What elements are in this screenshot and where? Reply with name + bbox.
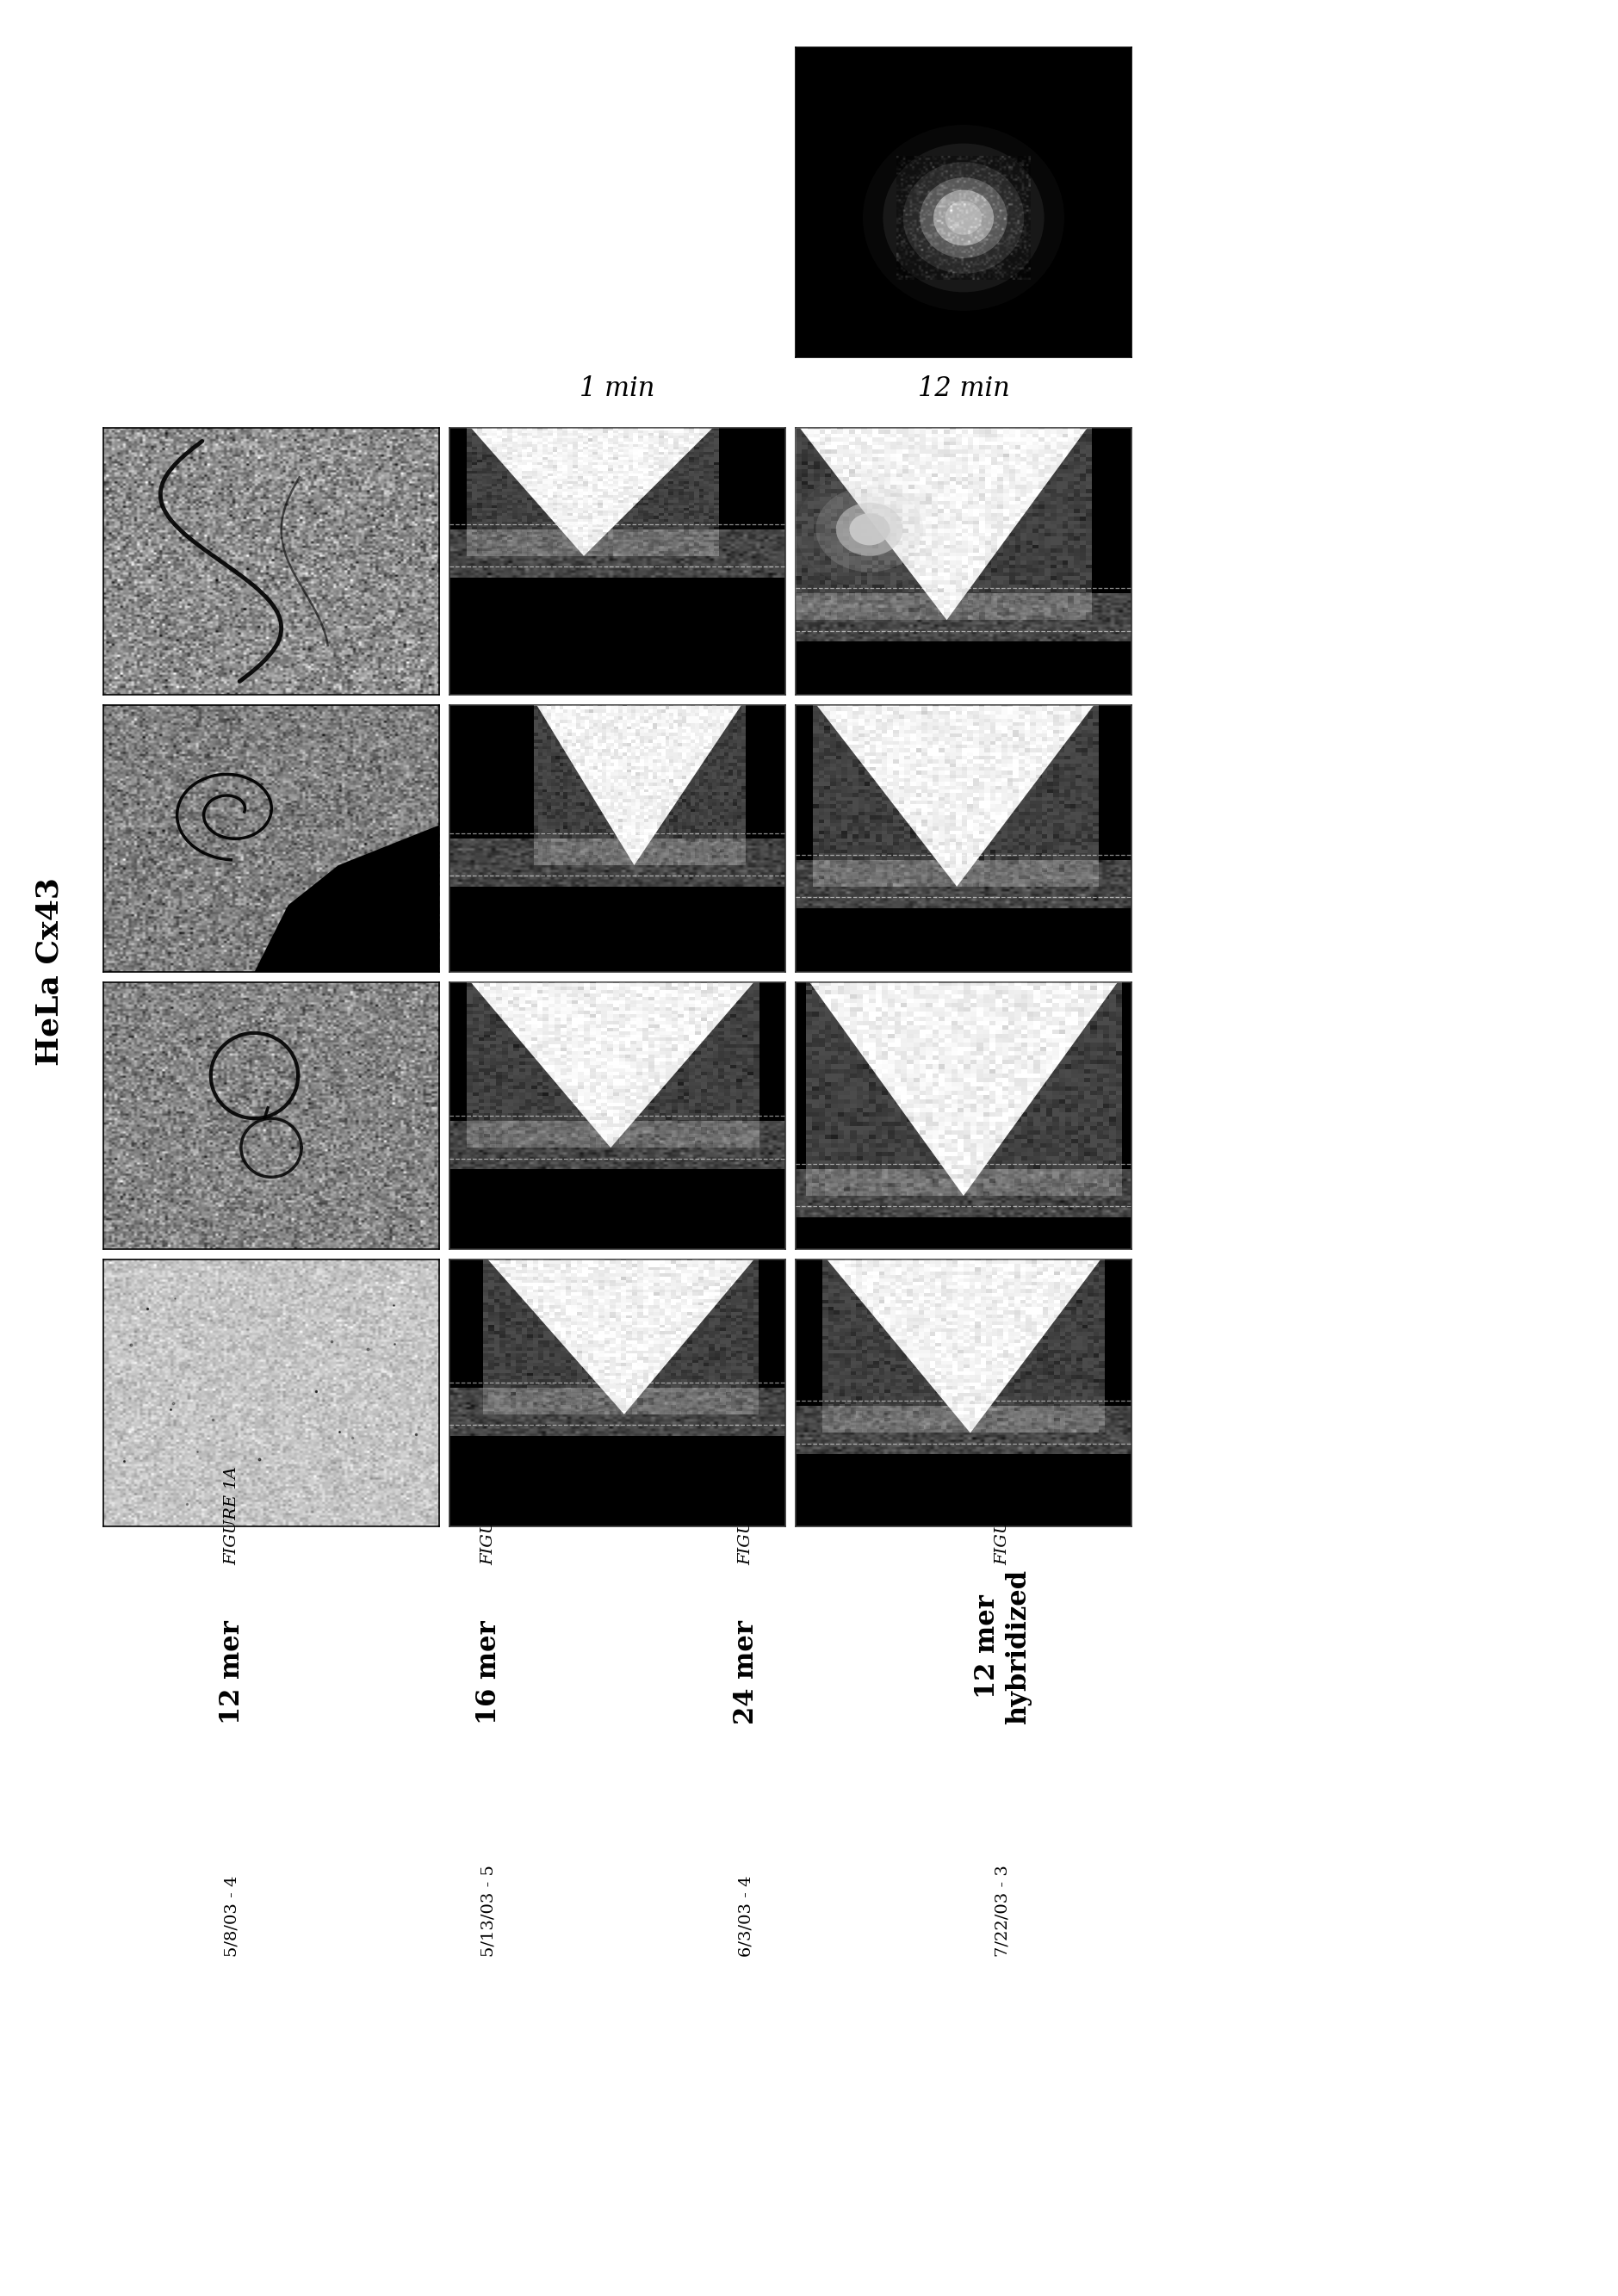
Text: 24 mer: 24 mer (733, 1621, 759, 1724)
Circle shape (837, 503, 903, 556)
Text: FIGURE 1C: FIGURE 1C (738, 1465, 754, 1566)
Polygon shape (796, 422, 1091, 620)
Circle shape (796, 471, 943, 588)
Text: 12 mer
hybridized: 12 mer hybridized (974, 1568, 1032, 1724)
Text: 7/22/03 - 3: 7/22/03 - 3 (995, 1864, 1011, 1956)
Polygon shape (822, 1254, 1105, 1433)
Circle shape (883, 142, 1044, 292)
Circle shape (849, 514, 890, 544)
Text: HeLa Cx43: HeLa Cx43 (36, 877, 65, 1065)
Polygon shape (254, 824, 438, 971)
Circle shape (903, 163, 1024, 273)
Text: 6/3/03 - 4: 6/3/03 - 4 (738, 1876, 754, 1956)
Polygon shape (806, 976, 1121, 1196)
Polygon shape (534, 700, 744, 866)
Circle shape (945, 200, 982, 234)
Polygon shape (466, 422, 718, 556)
Text: 12 mer: 12 mer (218, 1621, 246, 1724)
Text: 5/13/03 - 5: 5/13/03 - 5 (481, 1864, 497, 1956)
Text: 1 min: 1 min (579, 377, 655, 402)
Polygon shape (812, 700, 1099, 886)
Circle shape (921, 177, 1008, 257)
Polygon shape (466, 976, 759, 1148)
Circle shape (815, 487, 924, 572)
Text: 16 mer: 16 mer (476, 1621, 502, 1724)
Text: 12 min: 12 min (917, 377, 1010, 402)
Text: FIGURE 1D: FIGURE 1D (995, 1465, 1011, 1566)
Polygon shape (484, 1254, 759, 1414)
Circle shape (934, 191, 993, 246)
Text: 5/8/03 - 4: 5/8/03 - 4 (225, 1876, 239, 1956)
Text: FIGURE 1B: FIGURE 1B (481, 1465, 497, 1566)
Text: FIGURE 1A: FIGURE 1A (225, 1467, 239, 1566)
